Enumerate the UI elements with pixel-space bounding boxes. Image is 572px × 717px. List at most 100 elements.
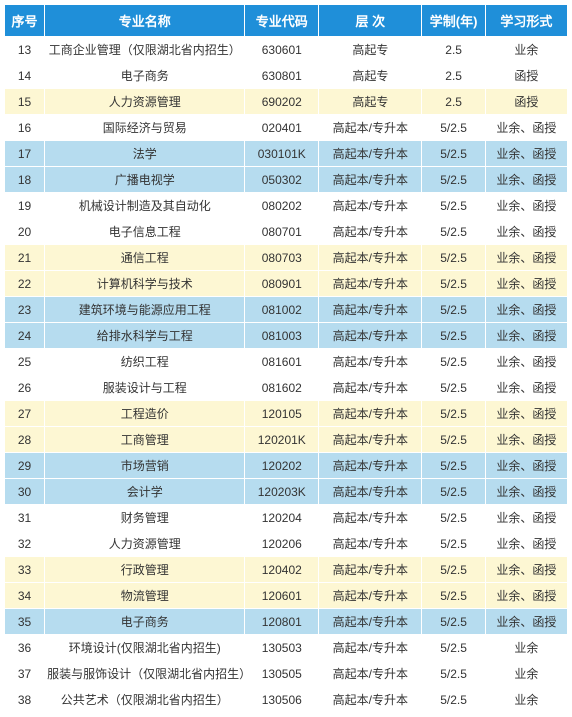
cell-years: 5/2.5: [422, 323, 485, 349]
table-header: 序号 专业名称 专业代码 层 次 学制(年) 学习形式: [5, 5, 568, 37]
table-row: 28工商管理120201K高起本/专升本5/2.5业余、函授: [5, 427, 568, 453]
cell-level: 高起本/专升本: [319, 531, 422, 557]
cell-code: 120801: [245, 609, 319, 635]
table-row: 33行政管理120402高起本/专升本5/2.5业余、函授: [5, 557, 568, 583]
cell-form: 业余、函授: [485, 167, 567, 193]
cell-level: 高起本/专升本: [319, 661, 422, 687]
table-row: 36环境设计(仅限湖北省内招生)130503高起本/专升本5/2.5业余: [5, 635, 568, 661]
cell-name: 广播电视学: [45, 167, 245, 193]
cell-years: 5/2.5: [422, 245, 485, 271]
cell-code: 120206: [245, 531, 319, 557]
cell-years: 5/2.5: [422, 557, 485, 583]
cell-form: 函授: [485, 63, 567, 89]
cell-seq: 38: [5, 687, 45, 713]
cell-name: 环境设计(仅限湖北省内招生): [45, 635, 245, 661]
cell-form: 业余: [485, 661, 567, 687]
cell-seq: 17: [5, 141, 45, 167]
cell-level: 高起本/专升本: [319, 687, 422, 713]
table-row: 38公共艺术（仅限湖北省内招生）130506高起本/专升本5/2.5业余: [5, 687, 568, 713]
cell-code: 120201K: [245, 427, 319, 453]
cell-level: 高起本/专升本: [319, 219, 422, 245]
cell-name: 电子商务: [45, 609, 245, 635]
table-row: 27工程造价120105高起本/专升本5/2.5业余、函授: [5, 401, 568, 427]
cell-code: 130505: [245, 661, 319, 687]
cell-code: 120402: [245, 557, 319, 583]
cell-seq: 20: [5, 219, 45, 245]
header-form: 学习形式: [485, 5, 567, 37]
table-row: 16国际经济与贸易020401高起本/专升本5/2.5业余、函授: [5, 115, 568, 141]
table-row: 26服装设计与工程081602高起本/专升本5/2.5业余、函授: [5, 375, 568, 401]
cell-name: 市场营销: [45, 453, 245, 479]
cell-seq: 27: [5, 401, 45, 427]
cell-years: 5/2.5: [422, 661, 485, 687]
cell-name: 工商管理: [45, 427, 245, 453]
cell-years: 5/2.5: [422, 375, 485, 401]
cell-code: 630801: [245, 63, 319, 89]
header-seq: 序号: [5, 5, 45, 37]
cell-code: 120105: [245, 401, 319, 427]
table-row: 17法学030101K高起本/专升本5/2.5业余、函授: [5, 141, 568, 167]
table-row: 20电子信息工程080701高起本/专升本5/2.5业余、函授: [5, 219, 568, 245]
cell-name: 建筑环境与能源应用工程: [45, 297, 245, 323]
cell-years: 5/2.5: [422, 505, 485, 531]
cell-name: 服装与服饰设计（仅限湖北省内招生）: [45, 661, 245, 687]
cell-name: 工程造价: [45, 401, 245, 427]
cell-level: 高起本/专升本: [319, 271, 422, 297]
cell-form: 业余、函授: [485, 583, 567, 609]
cell-level: 高起本/专升本: [319, 479, 422, 505]
cell-name: 服装设计与工程: [45, 375, 245, 401]
cell-level: 高起本/专升本: [319, 193, 422, 219]
cell-form: 业余、函授: [485, 479, 567, 505]
cell-seq: 34: [5, 583, 45, 609]
cell-form: 业余: [485, 687, 567, 713]
cell-name: 计算机科学与技术: [45, 271, 245, 297]
cell-level: 高起本/专升本: [319, 583, 422, 609]
cell-code: 080901: [245, 271, 319, 297]
cell-years: 5/2.5: [422, 167, 485, 193]
header-level: 层 次: [319, 5, 422, 37]
cell-years: 5/2.5: [422, 427, 485, 453]
cell-name: 机械设计制造及其自动化: [45, 193, 245, 219]
cell-seq: 19: [5, 193, 45, 219]
cell-seq: 35: [5, 609, 45, 635]
cell-code: 080701: [245, 219, 319, 245]
table-row: 24给排水科学与工程081003高起本/专升本5/2.5业余、函授: [5, 323, 568, 349]
cell-seq: 31: [5, 505, 45, 531]
cell-seq: 33: [5, 557, 45, 583]
cell-code: 690202: [245, 89, 319, 115]
table-body: 13工商企业管理（仅限湖北省内招生）630601高起专2.5业余14电子商务63…: [5, 37, 568, 713]
cell-level: 高起本/专升本: [319, 167, 422, 193]
cell-years: 5/2.5: [422, 401, 485, 427]
header-years: 学制(年): [422, 5, 485, 37]
table-row: 30会计学120203K高起本/专升本5/2.5业余、函授: [5, 479, 568, 505]
cell-form: 业余、函授: [485, 115, 567, 141]
cell-form: 业余、函授: [485, 323, 567, 349]
cell-years: 5/2.5: [422, 271, 485, 297]
cell-code: 630601: [245, 37, 319, 63]
cell-form: 业余、函授: [485, 245, 567, 271]
cell-level: 高起本/专升本: [319, 375, 422, 401]
cell-form: 业余: [485, 37, 567, 63]
cell-level: 高起本/专升本: [319, 635, 422, 661]
cell-name: 会计学: [45, 479, 245, 505]
cell-code: 020401: [245, 115, 319, 141]
cell-years: 5/2.5: [422, 479, 485, 505]
cell-form: 业余、函授: [485, 271, 567, 297]
cell-level: 高起本/专升本: [319, 427, 422, 453]
cell-form: 函授: [485, 89, 567, 115]
cell-years: 5/2.5: [422, 219, 485, 245]
cell-form: 业余、函授: [485, 297, 567, 323]
cell-name: 人力资源管理: [45, 531, 245, 557]
cell-level: 高起本/专升本: [319, 323, 422, 349]
cell-code: 081601: [245, 349, 319, 375]
table-row: 32人力资源管理120206高起本/专升本5/2.5业余、函授: [5, 531, 568, 557]
table-row: 19机械设计制造及其自动化080202高起本/专升本5/2.5业余、函授: [5, 193, 568, 219]
cell-form: 业余、函授: [485, 219, 567, 245]
cell-seq: 18: [5, 167, 45, 193]
cell-years: 5/2.5: [422, 453, 485, 479]
table-row: 34物流管理120601高起本/专升本5/2.5业余、函授: [5, 583, 568, 609]
cell-code: 081602: [245, 375, 319, 401]
cell-years: 5/2.5: [422, 609, 485, 635]
cell-level: 高起本/专升本: [319, 401, 422, 427]
table-row: 23建筑环境与能源应用工程081002高起本/专升本5/2.5业余、函授: [5, 297, 568, 323]
